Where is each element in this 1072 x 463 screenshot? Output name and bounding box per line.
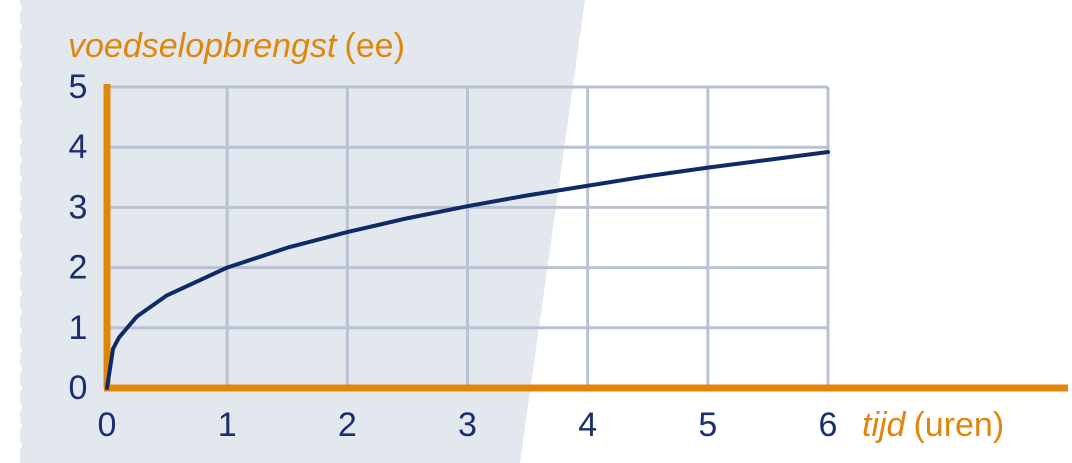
edge-hole [12,383,22,393]
edge-hole [12,345,22,355]
y-axis-label: voedselopbrengst (ee) [68,27,405,65]
edge-hole [12,193,22,203]
x-axis-label: tijd (uren) [862,406,1004,444]
y-tick-label: 2 [69,249,88,287]
x-tick-label: 1 [218,406,237,444]
x-axis-label-unit: (uren) [913,406,1004,444]
edge-hole [12,440,22,450]
edge-hole [12,212,22,222]
edge-hole [12,269,22,279]
x-tick-label: 2 [338,406,357,444]
edge-hole [12,421,22,431]
edge-hole [12,174,22,184]
x-tick-label: 6 [819,406,838,444]
y-axis-label-unit: (ee) [344,27,404,65]
edge-hole [12,117,22,127]
y-tick-label: 3 [69,188,88,226]
y-tick-label: 5 [69,68,88,106]
edge-hole [12,136,22,146]
edge-hole [12,3,22,13]
x-tick-label: 5 [698,406,717,444]
edge-hole [12,326,22,336]
y-tick-label: 0 [69,369,88,407]
edge-hole [12,98,22,108]
edge-hole [12,155,22,165]
edge-hole [12,41,22,51]
x-tick-label: 3 [458,406,477,444]
edge-hole [12,364,22,374]
x-tick-label: 0 [98,406,117,444]
edge-hole [12,288,22,298]
edge-hole [12,307,22,317]
edge-hole [12,79,22,89]
y-tick-label: 1 [69,309,88,347]
paper-background [20,0,585,463]
edge-hole [12,22,22,32]
y-axis-label-text: voedselopbrengst [68,27,338,65]
edge-hole [12,402,22,412]
data-line [105,150,830,390]
torn-edge [12,3,22,450]
edge-hole [12,60,22,70]
y-tick-label: 4 [69,128,88,166]
edge-hole [12,231,22,241]
x-axis-label-text: tijd [862,406,907,444]
x-tick-label: 4 [578,406,597,444]
edge-hole [12,250,22,260]
